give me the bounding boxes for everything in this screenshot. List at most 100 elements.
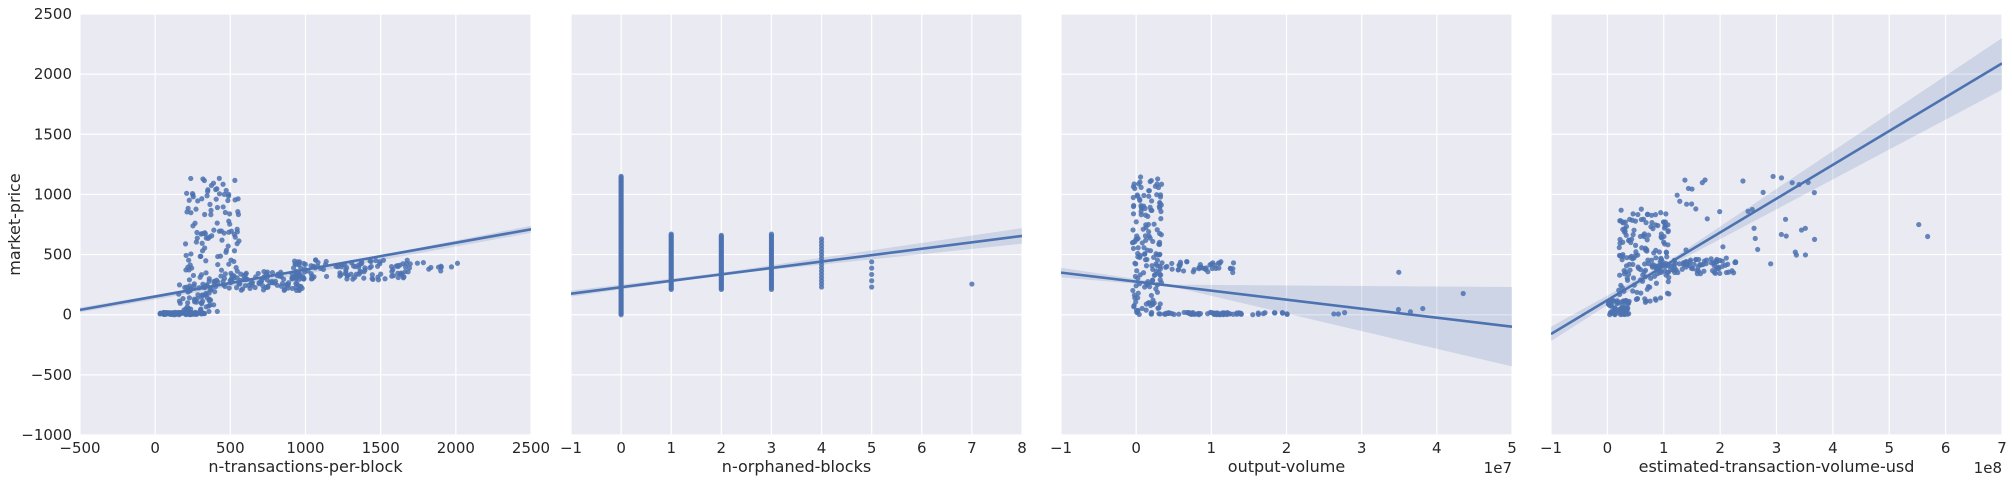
data-point xyxy=(380,257,387,263)
data-point xyxy=(1146,233,1152,239)
x-tick-label: 1 xyxy=(1659,439,1669,457)
data-point xyxy=(1682,177,1688,183)
x-tick-label: −1 xyxy=(560,439,582,457)
data-point xyxy=(1148,198,1155,204)
data-point xyxy=(186,197,192,203)
data-point xyxy=(1648,224,1654,230)
data-point xyxy=(1672,260,1679,266)
data-point xyxy=(1638,206,1644,212)
data-point xyxy=(1916,221,1922,228)
data-point xyxy=(1154,227,1160,233)
data-point xyxy=(1722,262,1728,268)
regression-line xyxy=(571,234,1022,295)
data-point xyxy=(161,309,167,316)
data-point xyxy=(1616,244,1622,251)
data-point xyxy=(367,265,373,271)
data-point xyxy=(210,180,217,186)
data-point xyxy=(1145,221,1152,228)
data-point xyxy=(1395,306,1402,313)
data-point xyxy=(1751,225,1757,231)
data-point xyxy=(263,270,270,277)
data-point xyxy=(1778,231,1784,238)
data-point xyxy=(1630,211,1636,217)
data-point xyxy=(818,236,825,242)
data-point xyxy=(1615,300,1621,306)
x-tick-label: 2 xyxy=(717,439,727,457)
data-point xyxy=(1180,268,1187,274)
panel-2: −1 0 1 2 3 4 5 6 7 8 n-orphaned-blocks xyxy=(560,13,1027,476)
data-point xyxy=(220,204,226,210)
data-point xyxy=(1618,282,1624,288)
data-point xyxy=(1729,268,1735,274)
plot-area xyxy=(571,14,1022,435)
data-point xyxy=(1630,232,1636,238)
data-point xyxy=(1156,203,1162,210)
data-point xyxy=(1132,260,1138,266)
data-point xyxy=(176,282,183,288)
data-point xyxy=(269,270,276,276)
data-point xyxy=(1154,252,1161,258)
data-point xyxy=(1131,181,1137,187)
data-point xyxy=(167,311,173,317)
x-tick-label: 0 xyxy=(1131,439,1141,457)
data-point xyxy=(869,278,875,284)
data-point xyxy=(1331,311,1337,317)
data-point xyxy=(1662,223,1669,229)
data-point xyxy=(1227,265,1233,272)
data-point xyxy=(202,211,208,218)
data-point xyxy=(1745,208,1751,214)
data-point xyxy=(1156,239,1163,245)
data-point xyxy=(1688,201,1695,207)
data-point xyxy=(1715,264,1721,270)
data-point xyxy=(222,271,228,277)
data-point xyxy=(1224,311,1230,317)
data-point xyxy=(1335,311,1341,317)
data-point xyxy=(203,270,209,276)
data-point xyxy=(199,240,205,246)
data-point xyxy=(1646,232,1652,238)
data-point xyxy=(438,268,444,274)
data-point xyxy=(348,271,354,277)
data-point xyxy=(233,285,240,291)
data-point xyxy=(1708,256,1714,262)
panel-3: −1 0 1 2 3 4 5 output-volume 1e7 xyxy=(1050,13,1517,477)
data-point xyxy=(232,197,238,203)
x-tick-label: 3 xyxy=(767,439,777,457)
data-point xyxy=(1617,272,1623,278)
data-point xyxy=(227,221,233,227)
data-point xyxy=(1460,290,1466,297)
data-point xyxy=(274,282,280,288)
data-point xyxy=(1653,297,1659,303)
data-point xyxy=(191,296,197,302)
data-point xyxy=(335,264,341,270)
y-tick-label: 1000 xyxy=(34,185,72,203)
y-tick-label: 2500 xyxy=(34,5,72,23)
data-point xyxy=(350,263,357,269)
data-point xyxy=(1656,249,1662,255)
data-point xyxy=(1618,207,1624,213)
x-tick-label: −1 xyxy=(1050,439,1072,457)
data-point xyxy=(344,276,350,282)
data-point xyxy=(1151,221,1157,227)
data-point xyxy=(1752,235,1758,242)
data-point xyxy=(1156,269,1162,276)
data-point xyxy=(406,265,413,271)
x-tick-label: 5 xyxy=(1884,439,1894,457)
data-point xyxy=(374,263,381,269)
data-point xyxy=(206,308,212,315)
data-point xyxy=(1157,311,1163,317)
data-point xyxy=(362,267,368,273)
x-axis-offset-text: 1e7 xyxy=(1484,459,1512,477)
data-point xyxy=(1341,310,1348,316)
data-point xyxy=(1749,206,1755,213)
data-point xyxy=(1146,229,1152,235)
data-point xyxy=(205,187,211,193)
data-point xyxy=(361,275,367,281)
x-tick-label: −500 xyxy=(59,439,100,457)
data-point xyxy=(1149,309,1155,316)
data-point xyxy=(289,276,295,282)
data-point xyxy=(1704,216,1710,222)
data-point xyxy=(1703,257,1710,263)
data-point xyxy=(1627,216,1633,222)
data-point xyxy=(1141,192,1147,199)
